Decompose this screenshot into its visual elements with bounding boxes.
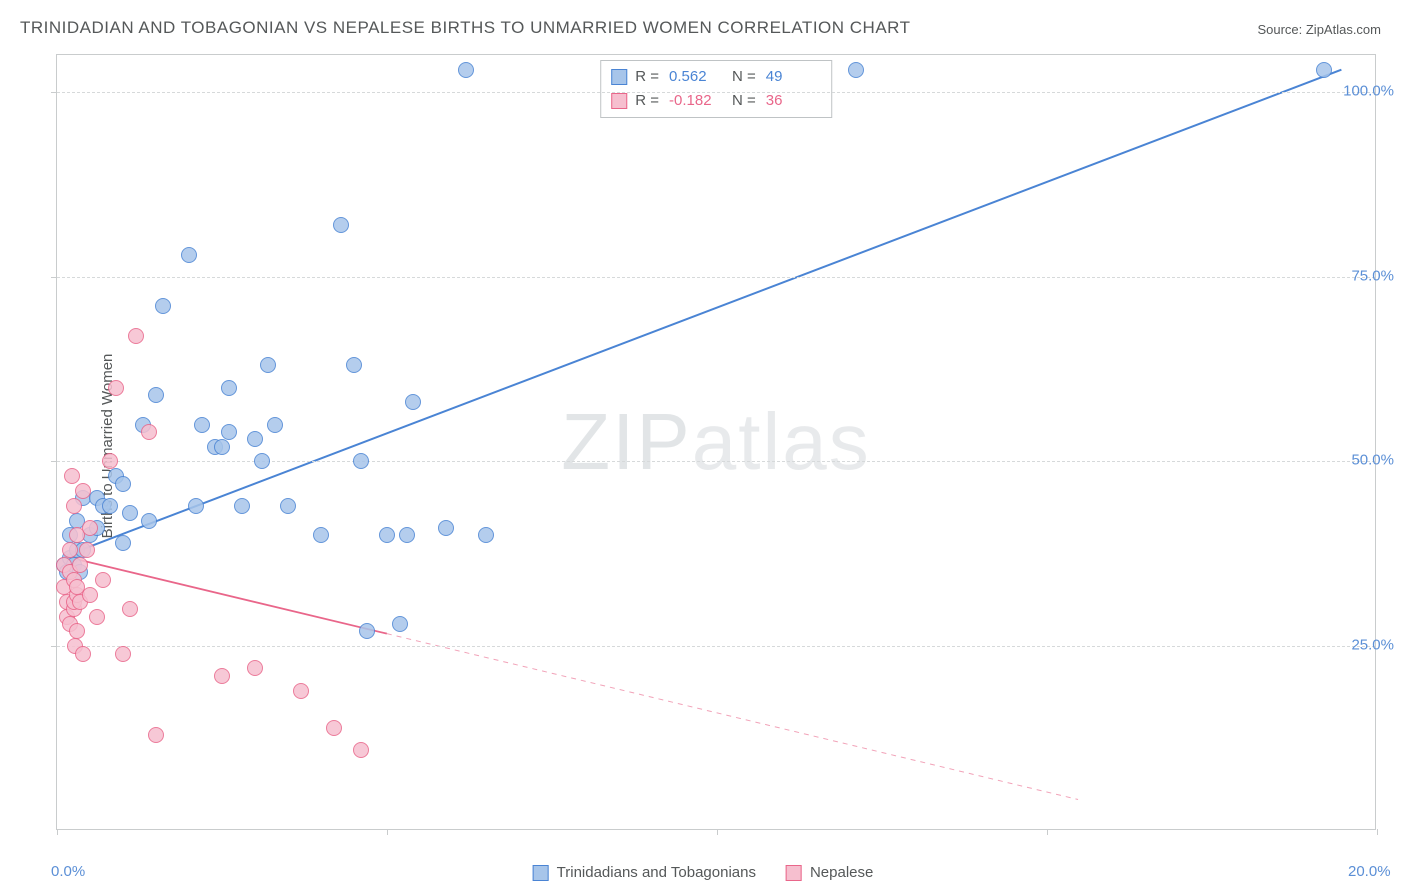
data-point [75, 646, 91, 662]
y-tick-label: 75.0% [1351, 267, 1394, 284]
data-point [399, 527, 415, 543]
data-point [148, 727, 164, 743]
data-point [214, 439, 230, 455]
data-point [181, 247, 197, 263]
source-link[interactable]: ZipAtlas.com [1306, 22, 1381, 37]
y-tick [51, 92, 57, 93]
data-point [82, 520, 98, 536]
legend-swatch [533, 865, 549, 881]
data-point [247, 660, 263, 676]
data-point [69, 623, 85, 639]
legend-swatch [786, 865, 802, 881]
data-point [188, 498, 204, 514]
data-point [148, 387, 164, 403]
data-point [115, 646, 131, 662]
data-point [75, 483, 91, 499]
data-point [155, 298, 171, 314]
correlation-legend: R =0.562N =49R =-0.182N =36 [600, 60, 832, 118]
data-point [214, 668, 230, 684]
gridline [57, 92, 1375, 93]
y-tick-label: 100.0% [1343, 82, 1394, 99]
data-point [221, 424, 237, 440]
n-label: N = [732, 65, 756, 89]
trend-line-dashed [387, 634, 1078, 800]
legend-item: Nepalese [786, 864, 873, 881]
data-point [128, 328, 144, 344]
data-point [458, 62, 474, 78]
data-point [115, 476, 131, 492]
data-point [392, 616, 408, 632]
data-point [62, 542, 78, 558]
chart-title: TRINIDADIAN AND TOBAGONIAN VS NEPALESE B… [20, 18, 911, 38]
data-point [82, 587, 98, 603]
data-point [260, 357, 276, 373]
data-point [115, 535, 131, 551]
watermark: ZIPatlas [561, 396, 870, 488]
data-point [122, 601, 138, 617]
trend-line-solid [64, 70, 1341, 557]
data-point [405, 394, 421, 410]
data-point [89, 609, 105, 625]
data-point [848, 62, 864, 78]
data-point [353, 742, 369, 758]
data-point [333, 217, 349, 233]
gridline [57, 277, 1375, 278]
data-point [194, 417, 210, 433]
data-point [313, 527, 329, 543]
data-point [247, 431, 263, 447]
data-point [122, 505, 138, 521]
data-point [221, 380, 237, 396]
legend-item: Trinidadians and Tobagonians [533, 864, 756, 881]
source-attribution: Source: ZipAtlas.com [1257, 22, 1381, 37]
series-legend: Trinidadians and Tobagonians Nepalese [533, 864, 874, 881]
data-point [234, 498, 250, 514]
x-tick-label: 0.0% [51, 863, 85, 880]
data-point [267, 417, 283, 433]
gridline [57, 646, 1375, 647]
data-point [102, 453, 118, 469]
data-point [95, 572, 111, 588]
data-point [102, 498, 118, 514]
data-point [141, 513, 157, 529]
data-point [72, 557, 88, 573]
r-value: 0.562 [669, 65, 724, 89]
y-tick [51, 646, 57, 647]
legend-swatch [611, 93, 627, 109]
data-point [438, 520, 454, 536]
data-point [326, 720, 342, 736]
y-tick [51, 277, 57, 278]
data-point [379, 527, 395, 543]
data-point [66, 498, 82, 514]
data-point [478, 527, 494, 543]
data-point [79, 542, 95, 558]
data-point [1316, 62, 1332, 78]
data-point [108, 380, 124, 396]
legend-swatch [611, 69, 627, 85]
data-point [359, 623, 375, 639]
data-point [64, 468, 80, 484]
n-value: 49 [766, 65, 821, 89]
x-tick [387, 829, 388, 835]
trend-line-solid [64, 556, 387, 633]
legend-label: Nepalese [810, 864, 873, 881]
y-tick-label: 25.0% [1351, 637, 1394, 654]
x-tick [717, 829, 718, 835]
data-point [353, 453, 369, 469]
r-label: R = [635, 65, 659, 89]
legend-stat-row: R = 0.562 N = 49 [611, 65, 821, 89]
data-point [141, 424, 157, 440]
y-tick-label: 50.0% [1351, 452, 1394, 469]
x-tick [1377, 829, 1378, 835]
x-tick-label: 20.0% [1348, 863, 1391, 880]
data-point [280, 498, 296, 514]
data-point [254, 453, 270, 469]
data-point [293, 683, 309, 699]
plot-area: ZIPatlas R =0.562N =49R =-0.182N =36 [56, 54, 1376, 830]
data-point [346, 357, 362, 373]
legend-label: Trinidadians and Tobagonians [557, 864, 756, 881]
x-tick [1047, 829, 1048, 835]
x-tick [57, 829, 58, 835]
y-tick [51, 461, 57, 462]
